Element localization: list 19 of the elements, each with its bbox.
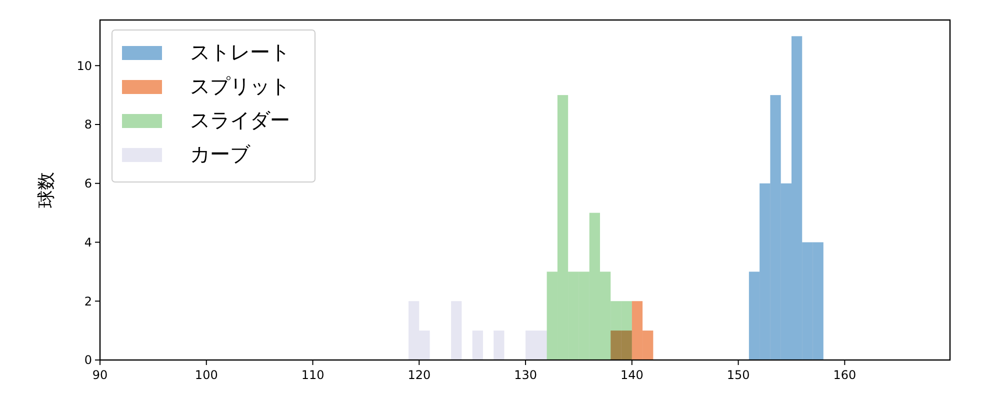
x-tick-label: 120 [408,368,431,382]
y-tick-label: 2 [84,294,92,308]
x-tick-label: 150 [726,368,750,382]
legend-label: スライダー [190,108,290,132]
y-tick-label: 4 [84,235,92,250]
y-axis-title: 球数 [36,172,57,208]
x-tick-label: 140 [620,368,644,382]
x-tick-label: 90 [92,368,108,382]
y-tick-label: 10 [76,58,92,73]
y-tick-label: 6 [84,176,92,191]
x-tick-label: 100 [194,368,218,382]
x-tick-label: 160 [833,368,856,382]
legend-label: ストレート [190,40,290,64]
x-tick-label: 110 [301,368,324,382]
legend-label: スプリット [190,74,290,98]
x-tick-label: 130 [514,368,537,382]
legend-label: カーブ [190,142,251,166]
y-tick-label: 8 [84,118,92,132]
y-tick-label: 0 [84,353,92,368]
